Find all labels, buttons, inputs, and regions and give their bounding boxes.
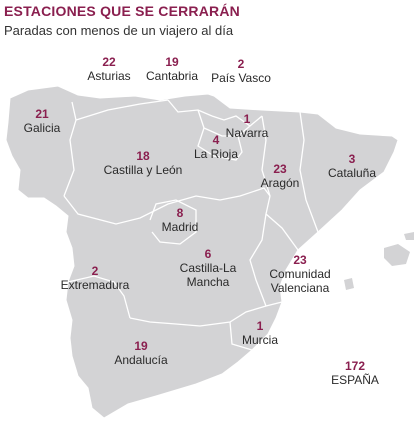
- region-name-line-1: Castilla-La: [179, 260, 237, 275]
- region-count: 21: [35, 107, 49, 121]
- region-borders: [63, 99, 319, 351]
- region-name: Madrid: [161, 219, 199, 234]
- region-label-aragon: 23 Aragón: [260, 162, 300, 191]
- region-name-line-1: Comunidad: [269, 266, 331, 281]
- region-name: Galicia: [23, 120, 61, 135]
- region-label-extremadura: 2 Extremadura: [60, 264, 130, 293]
- region-label-comunidad-valenciana: 23 Comunidad Valenciana: [269, 253, 331, 295]
- region-name: Extremadura: [60, 277, 130, 292]
- region-count: 4: [212, 133, 220, 147]
- region-name: La Rioja: [193, 146, 239, 161]
- region-name: País Vasco: [211, 70, 271, 85]
- menorca-island: [404, 232, 414, 240]
- region-count: 2: [237, 57, 245, 71]
- region-label-murcia: 1 Murcia: [241, 319, 279, 348]
- region-label-asturias: 22 Asturias: [87, 55, 131, 84]
- region-label-castilla-y-leon: 18 Castilla y León: [103, 149, 183, 178]
- region-name: Murcia: [241, 332, 279, 347]
- map-title: ESTACIONES QUE SE CERRARÁN: [4, 3, 240, 19]
- region-name: Asturias: [87, 68, 131, 83]
- region-label-madrid: 8 Madrid: [161, 206, 199, 235]
- region-count: 23: [273, 162, 287, 176]
- region-label-pais-vasco: 2 País Vasco: [211, 57, 271, 86]
- region-name: Cantabria: [145, 68, 199, 83]
- region-label-castilla-la-mancha: 6 Castilla-La Mancha: [179, 247, 237, 289]
- region-name-line-2: Mancha: [186, 274, 230, 289]
- region-count: 1: [243, 112, 251, 126]
- total-name: ESPAÑA: [331, 372, 379, 387]
- region-label-cataluna: 3 Cataluña: [327, 152, 377, 181]
- region-label-andalucia: 19 Andalucía: [114, 339, 168, 368]
- region-name: Navarra: [225, 125, 269, 140]
- region-name: Aragón: [260, 175, 300, 190]
- total-label-espana: 172 ESPAÑA: [331, 359, 379, 388]
- region-label-la-rioja: 4 La Rioja: [193, 133, 239, 162]
- total-count: 172: [344, 359, 366, 373]
- region-count: 18: [136, 149, 150, 163]
- region-count: 1: [256, 319, 264, 333]
- region-count: 2: [91, 264, 99, 278]
- region-name: Cataluña: [327, 165, 377, 180]
- region-count: 22: [102, 55, 116, 69]
- region-name-line-2: Valenciana: [270, 280, 330, 295]
- region-count: 6: [204, 247, 212, 261]
- region-name: Castilla y León: [103, 162, 183, 177]
- region-label-navarra: 1 Navarra: [225, 112, 269, 141]
- mallorca-island: [384, 244, 410, 266]
- map-subtitle: Paradas con menos de un viajero al día: [4, 23, 234, 38]
- region-count: 19: [165, 55, 179, 69]
- region-label-galicia: 21 Galicia: [23, 107, 61, 136]
- region-name: Andalucía: [114, 352, 168, 367]
- ibiza-island: [344, 278, 354, 290]
- region-count: 3: [348, 152, 356, 166]
- region-count: 23: [293, 253, 307, 267]
- region-count: 19: [134, 339, 148, 353]
- region-label-cantabria: 19 Cantabria: [145, 55, 199, 84]
- region-count: 8: [176, 206, 184, 220]
